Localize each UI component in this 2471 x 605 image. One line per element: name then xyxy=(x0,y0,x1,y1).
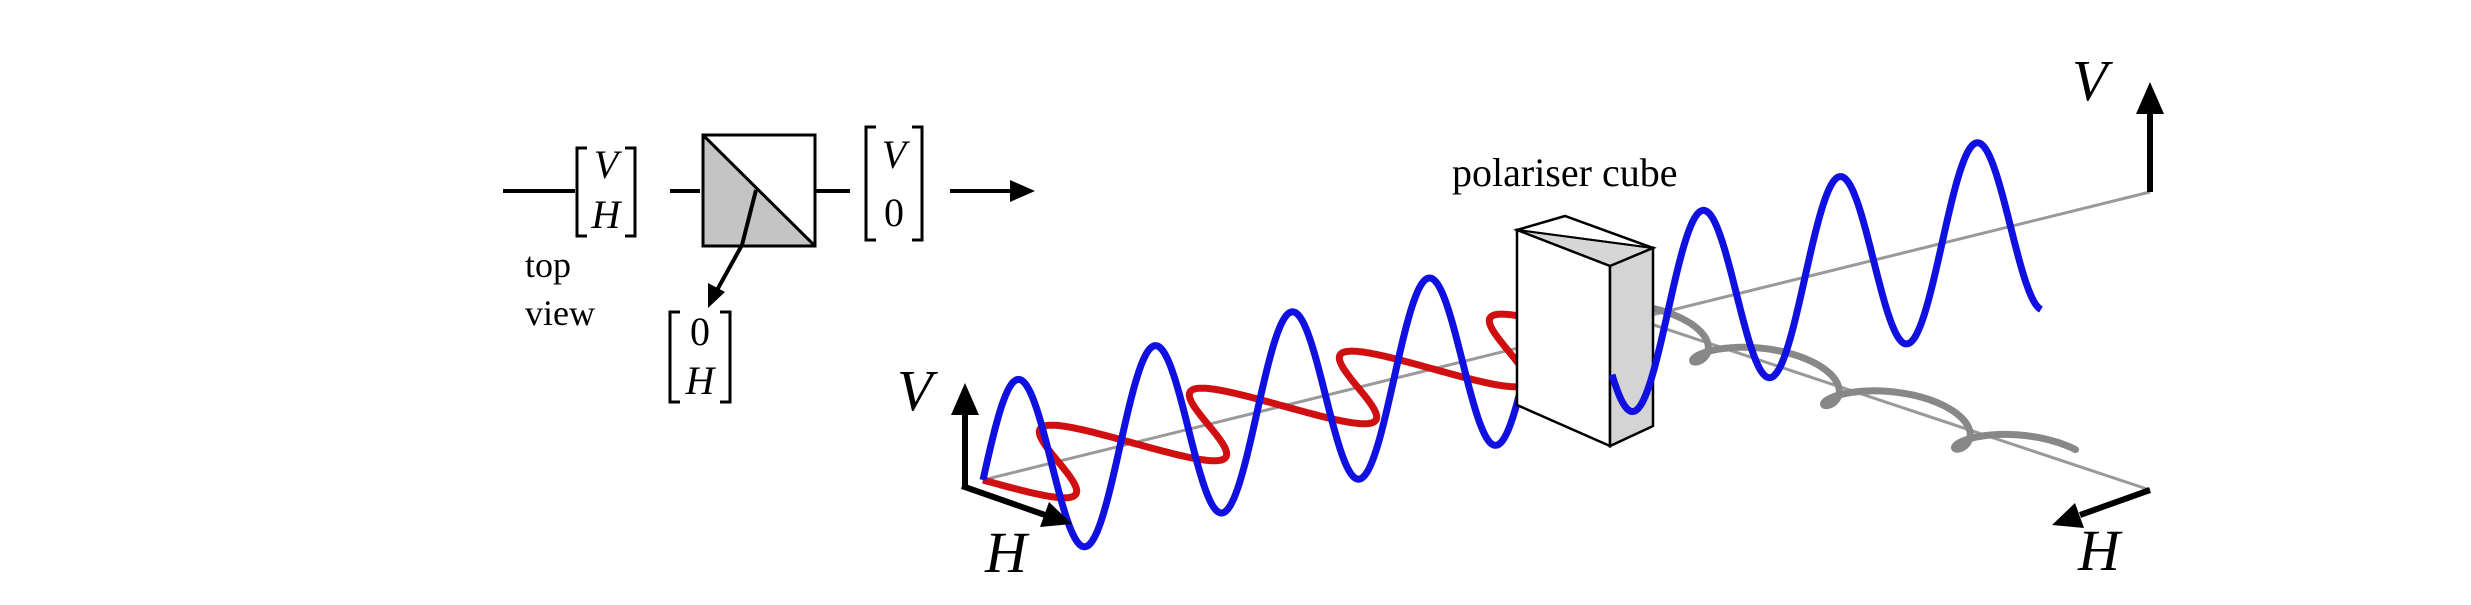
right-h-axis-label: H xyxy=(2077,518,2123,583)
top-view-caption-line1: top xyxy=(525,245,571,285)
reflected-vector-h: H xyxy=(685,358,717,403)
cube-front-face xyxy=(1515,228,1612,448)
reflected-horizontal-wave xyxy=(1631,301,2079,454)
output-vector-zero: 0 xyxy=(884,190,904,235)
top-view-schematic: V H V 0 0 xyxy=(503,125,1035,404)
input-vector-h: H xyxy=(591,192,623,237)
propagation-view: polariser cube V H V H xyxy=(897,48,2164,585)
right-v-axis-label: V xyxy=(2072,48,2114,113)
cube-label: polariser cube xyxy=(1452,150,1677,195)
reflected-arrow xyxy=(708,189,758,308)
input-vector-v: V xyxy=(594,142,623,187)
left-axes: V H xyxy=(897,358,1072,585)
vertical-polarization-wave-transmitted xyxy=(1608,139,2043,415)
output-arrow xyxy=(950,180,1035,202)
cube-top-view xyxy=(701,133,817,248)
output-vector-v: V xyxy=(882,132,911,177)
cube-side-face xyxy=(1608,246,1655,448)
top-view-caption-line2: view xyxy=(525,293,595,333)
left-v-axis-label: V xyxy=(897,358,939,423)
right-axes: V H xyxy=(2052,48,2164,583)
vertical-polarization-wave-incoming xyxy=(979,240,1570,551)
output-vector: V 0 xyxy=(864,125,924,242)
reflected-vector-zero: 0 xyxy=(690,309,710,354)
reflected-vector: 0 H xyxy=(668,309,732,404)
input-vector: V H xyxy=(575,142,637,238)
left-h-axis-label: H xyxy=(984,520,1030,585)
